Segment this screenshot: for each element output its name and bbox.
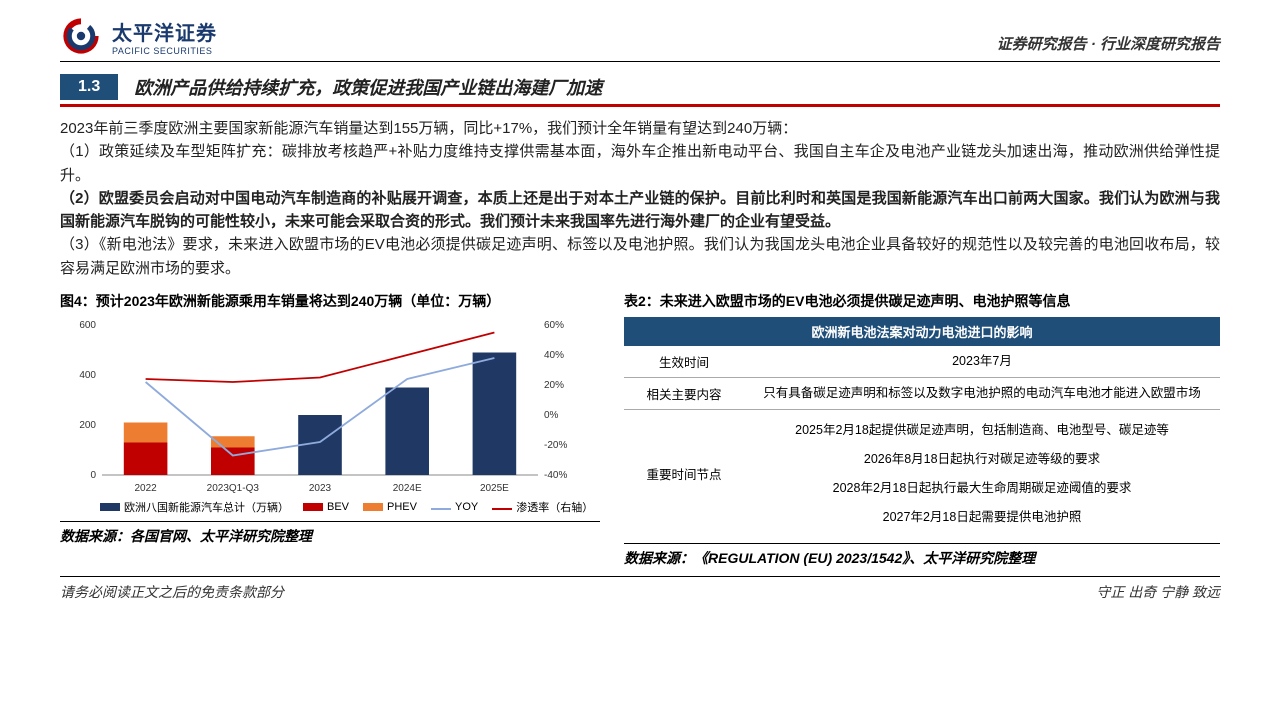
table2-title: 表2：未来进入欧盟市场的EV电池必须提供碳足迹声明、电池护照等信息 [624,292,1220,312]
section-number: 1.3 [60,74,118,100]
page-header: 太平洋证券 PACIFIC SECURITIES 证券研究报告 · 行业深度研究… [60,15,1220,62]
logo-en: PACIFIC SECURITIES [112,46,217,56]
figure-4: 图4：预计2023年欧洲新能源乘用车销量将达到240万辆（单位：万辆） 0 200… [60,292,600,569]
figure4-legend: 欧洲八国新能源汽车总计（万辆） BEV PHEV YOY 渗透率（右轴） [60,499,600,515]
footer-right: 守正 出奇 宁静 致远 [1096,582,1220,602]
svg-text:0: 0 [90,470,96,481]
logo-cn: 太平洋证券 [112,17,217,46]
figure4-title: 图4：预计2023年欧洲新能源乘用车销量将达到240万辆（单位：万辆） [60,292,600,312]
svg-text:2025E: 2025E [480,483,509,494]
body-p1: （1）政策延续及车型矩阵扩充：碳排放考核趋严+补贴力度维持支撑供需基本面，海外车… [60,140,1220,187]
svg-text:60%: 60% [544,320,564,331]
svg-text:-40%: -40% [544,470,567,481]
svg-text:-20%: -20% [544,440,567,451]
svg-text:2024E: 2024E [393,483,422,494]
table-row: 生效时间 2023年7月 [624,346,1220,378]
svg-text:2023: 2023 [309,483,332,494]
svg-text:2023Q1-Q3: 2023Q1-Q3 [207,483,260,494]
report-type: 证券研究报告 · 行业深度研究报告 [997,33,1220,57]
section-title: 欧洲产品供给持续扩充，政策促进我国产业链出海建厂加速 [134,70,602,104]
logo: 太平洋证券 PACIFIC SECURITIES [60,15,217,57]
svg-text:0%: 0% [544,410,559,421]
section-bar: 1.3 欧洲产品供给持续扩充，政策促进我国产业链出海建厂加速 [60,70,1220,107]
page-footer: 请务必阅读正文之后的免责条款部分 守正 出奇 宁静 致远 [60,576,1220,602]
body-p2: （2）欧盟委员会启动对中国电动汽车制造商的补贴展开调查，本质上还是出于对本土产业… [60,187,1220,234]
figure4-chart: 0 200 400 600 -40% -20% 0% 20% 40% 60% 2022 2023Q1-… [60,317,580,497]
svg-text:600: 600 [79,320,96,331]
body-p3: （3）《新电池法》要求，未来进入欧盟市场的EV电池必须提供碳足迹声明、标签以及电… [60,233,1220,280]
logo-icon [60,15,102,57]
table-row: 相关主要内容 只有具备碳足迹声明和标签以及数字电池护照的电动汽车电池才能进入欧盟… [624,378,1220,410]
table-2: 表2：未来进入欧盟市场的EV电池必须提供碳足迹声明、电池护照等信息 欧洲新电池法… [624,292,1220,569]
figure4-source: 数据来源：各国官网、太平洋研究院整理 [60,521,600,546]
svg-text:200: 200 [79,420,96,431]
svg-text:40%: 40% [544,350,564,361]
body-text: 2023年前三季度欧洲主要国家新能源汽车销量达到155万辆，同比+17%，我们预… [60,117,1220,280]
table-row: 重要时间节点 2025年2月18起提供碳足迹声明，包括制造商、电池型号、碳足迹等… [624,410,1220,537]
body-p0: 2023年前三季度欧洲主要国家新能源汽车销量达到155万辆，同比+17%，我们预… [60,117,1220,140]
svg-text:2022: 2022 [134,483,157,494]
footer-left: 请务必阅读正文之后的免责条款部分 [60,582,284,602]
svg-text:20%: 20% [544,380,564,391]
table2-source: 数据来源：《REGULATION (EU) 2023/1542》、太平洋研究院整… [624,543,1220,568]
table2-header: 欧洲新电池法案对动力电池进口的影响 [624,317,1220,346]
svg-text:400: 400 [79,370,96,381]
